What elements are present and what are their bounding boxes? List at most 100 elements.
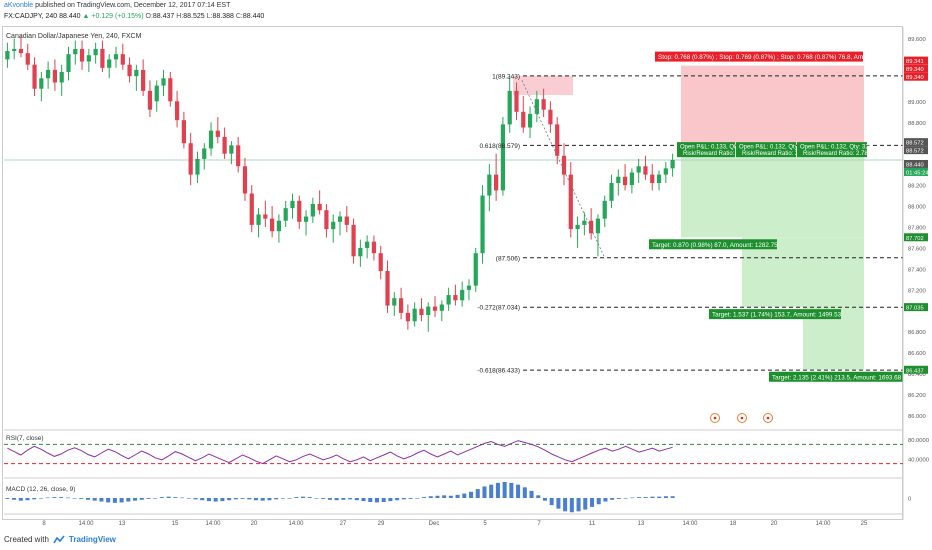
target-label-bg (649, 239, 777, 250)
candle (168, 71, 173, 107)
candle-body (466, 285, 472, 290)
macd-bar (240, 498, 245, 499)
tradingview-brand[interactable]: TradingView (68, 535, 116, 544)
candle (561, 143, 567, 186)
open-pl-label-bg (797, 142, 867, 158)
time-tick-label: 13 (119, 521, 126, 527)
candle-body (636, 166, 641, 173)
candle (650, 164, 655, 191)
macd-bar (126, 498, 131, 502)
candle (256, 208, 261, 238)
fib-level-label: (87.506) (496, 255, 520, 262)
time-tick-label: 14:00 (205, 521, 221, 527)
macd-bar (435, 495, 440, 498)
candle-body (365, 241, 370, 248)
candle-body (480, 195, 485, 254)
candle-body (52, 69, 58, 83)
price-tag-bg (904, 72, 928, 81)
candle (663, 162, 668, 184)
time-tick-label: 20 (771, 521, 778, 527)
candle (622, 164, 628, 191)
candle-body (358, 247, 363, 257)
rsi-tick-label: 80.0000 (908, 438, 929, 444)
fib-level-label: -0.272(87.034) (477, 305, 520, 312)
macd-bar (428, 496, 433, 498)
macd-bar (643, 497, 648, 498)
candle (310, 197, 315, 223)
macd-bar (516, 484, 521, 498)
macd-bar (341, 498, 346, 500)
author-link[interactable]: aKvonble (4, 2, 34, 9)
open-pl-label: Open P&L: 0.132, Qty (739, 145, 798, 151)
candle (426, 302, 431, 332)
price-tag: 86.437 (906, 368, 924, 374)
candle (46, 61, 51, 89)
macd-bar (549, 498, 554, 506)
macd-bar (38, 498, 43, 499)
candle (86, 48, 91, 72)
candle-body (256, 214, 261, 225)
candle-body (222, 136, 227, 154)
macd-bar (220, 498, 225, 502)
macd-bar (583, 498, 588, 510)
target-zone-1 (681, 146, 864, 238)
macd-bar (395, 498, 400, 501)
candle (161, 69, 166, 97)
price-tick-label: 88.800 (908, 121, 926, 127)
macd-bar (52, 497, 57, 498)
macd-bar (153, 498, 158, 499)
macd-bar (287, 498, 292, 499)
symbol-info: FX:CADJPY, 240 88.440 ▲ +0.129 (+0.15%) … (4, 13, 265, 20)
time-tick-label: 13 (638, 521, 645, 527)
target-label-bg (709, 309, 841, 320)
price-tag-bg (904, 56, 928, 65)
high-value: 88.525 (183, 13, 205, 20)
candle (249, 185, 254, 233)
time-tick-label: 27 (340, 521, 347, 527)
candle-body (86, 55, 91, 62)
price-tag: 87.702 (906, 236, 924, 242)
macd-bar (381, 498, 386, 502)
candle-body (93, 48, 98, 56)
time-tick-label: 14:00 (78, 521, 94, 527)
time-tick-label: 5 (483, 521, 487, 527)
macd-bar (227, 498, 232, 501)
candle (616, 169, 621, 196)
candle-body (575, 224, 580, 230)
risk-reward-label: Risk/Reward Ratio: 2.78 (803, 151, 868, 157)
macd-bar (522, 487, 527, 498)
macd-bar (106, 498, 111, 503)
candle-body (663, 168, 668, 175)
macd-bar (18, 498, 23, 501)
risk-reward-label: Risk/Reward Ratio: 1 (683, 151, 740, 157)
candle (432, 296, 438, 318)
macd-bar (12, 498, 17, 500)
macd-bar (388, 498, 393, 502)
candle-body (208, 130, 214, 149)
candle-body (344, 216, 349, 225)
candle (32, 57, 37, 97)
stop-label: Stop: 0.768 (0.87%) ; Stop: 0.769 (0.87%… (658, 54, 895, 61)
candle (236, 136, 241, 173)
candle-body (181, 120, 186, 144)
candle (378, 245, 383, 280)
candle-body (378, 253, 383, 271)
macd-bar (247, 498, 252, 500)
rsi-tick-label: 40.0000 (908, 457, 929, 463)
price-tag-bg (904, 64, 928, 73)
candle-body (141, 69, 146, 91)
candle (120, 43, 125, 70)
macd-bar (563, 498, 568, 512)
price-tick-label: 86.600 (908, 351, 926, 357)
candle (202, 143, 207, 170)
price-tag-bg (904, 146, 928, 155)
candle-body (32, 64, 37, 89)
footer: Created with TradingView (4, 535, 116, 544)
candle (174, 90, 180, 128)
price-tag-bg (904, 167, 928, 176)
fib-level-label: -0.618(86.433) (477, 368, 520, 375)
candle (127, 57, 132, 83)
candle-body (494, 174, 499, 191)
macd-tick-label: 0 (908, 497, 911, 503)
